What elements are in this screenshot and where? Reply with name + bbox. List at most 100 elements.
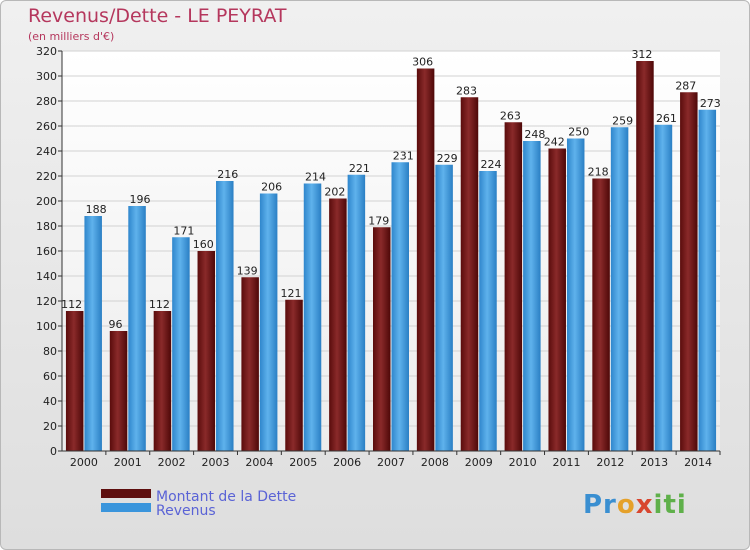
x-tick-label: 2005	[289, 456, 317, 469]
legend-label-revenus: Revenus	[156, 503, 216, 519]
y-tick-label: 200	[36, 195, 57, 208]
bar-dette	[680, 92, 698, 451]
bar-revenus	[347, 174, 366, 451]
x-tick-label: 2011	[552, 456, 580, 469]
bar-dette	[373, 227, 391, 451]
y-tick-label: 300	[36, 70, 57, 83]
y-tick-label: 80	[43, 345, 57, 358]
bar-revenus	[698, 109, 717, 451]
bar-revenus	[523, 141, 541, 451]
data-label: 139	[237, 264, 258, 277]
y-tick-label: 100	[36, 320, 57, 333]
bar-dette	[504, 122, 523, 451]
y-tick-label: 140	[36, 270, 57, 283]
data-label: 188	[86, 203, 107, 216]
data-label: 112	[61, 298, 82, 311]
x-tick-label: 2006	[333, 456, 361, 469]
y-tick-label: 60	[43, 370, 57, 383]
data-label: 202	[324, 186, 345, 199]
data-label: 287	[675, 79, 696, 92]
bar-dette	[592, 178, 610, 451]
data-label: 231	[393, 149, 414, 162]
data-label: 312	[631, 48, 652, 61]
legend-swatch-dette	[101, 489, 151, 498]
x-tick-label: 2000	[70, 456, 98, 469]
data-label: 206	[261, 181, 282, 194]
x-tick-label: 2009	[465, 456, 493, 469]
data-label: 196	[130, 193, 151, 206]
data-label: 179	[368, 214, 389, 227]
x-tick-label: 2013	[640, 456, 668, 469]
bar-dette	[197, 251, 216, 451]
y-tick-label: 280	[36, 95, 57, 108]
bar-dette	[153, 311, 172, 451]
bar-dette	[285, 299, 303, 451]
bar-revenus	[303, 183, 322, 451]
data-label: 171	[173, 224, 194, 237]
data-label: 242	[544, 136, 565, 149]
x-tick-label: 2003	[202, 456, 230, 469]
bar-revenus	[216, 181, 234, 451]
x-tick-label: 2004	[245, 456, 273, 469]
bar-revenus	[391, 162, 409, 451]
data-label: 259	[612, 114, 633, 127]
bar-dette	[65, 311, 84, 451]
y-tick-label: 160	[36, 245, 57, 258]
x-tick-label: 2010	[509, 456, 537, 469]
x-tick-label: 2014	[684, 456, 712, 469]
bar-revenus	[172, 237, 190, 451]
y-tick-label: 40	[43, 395, 57, 408]
axes: 0 20 40 60 80 100 120 140 160 180 200 220 240 260 280 3…	[36, 45, 721, 469]
legend-swatch-revenus	[101, 503, 151, 512]
y-tick-label: 320	[36, 45, 57, 58]
data-label: 216	[217, 168, 238, 181]
x-tick-label: 2012	[596, 456, 624, 469]
data-label: 112	[149, 298, 170, 311]
bar-dette	[460, 97, 479, 451]
data-label: 263	[500, 109, 521, 122]
proxiti-logo: Proxiti	[583, 490, 687, 520]
x-tick-label: 2008	[421, 456, 449, 469]
y-tick-label: 20	[43, 420, 57, 433]
bar-revenus	[654, 124, 673, 451]
data-label: 221	[349, 162, 370, 175]
data-label: 214	[305, 171, 326, 184]
legend-label-dette: Montant de la Dette	[156, 489, 296, 505]
y-tick-label: 260	[36, 120, 57, 133]
chart-title: Revenus/Dette - LE PEYRAT	[28, 5, 287, 27]
bar-dette	[241, 277, 259, 451]
bar-revenus	[566, 138, 585, 451]
data-label: 283	[456, 84, 477, 97]
bar-dette	[109, 331, 128, 451]
y-tick-label: 220	[36, 170, 57, 183]
bar-dette	[416, 68, 435, 451]
y-tick-label: 0	[50, 445, 57, 458]
data-label: 224	[480, 158, 501, 171]
bar-revenus	[479, 171, 497, 451]
bar-dette	[548, 148, 566, 451]
x-tick-label: 2002	[158, 456, 186, 469]
grid-lines	[62, 50, 720, 452]
data-label: 306	[412, 56, 433, 69]
bar-revenus	[259, 193, 278, 451]
bar-revenus	[128, 206, 146, 451]
y-tick-label: 180	[36, 220, 57, 233]
data-label: 273	[700, 97, 721, 110]
data-label: 248	[524, 128, 545, 141]
data-label: 218	[588, 166, 609, 179]
bar-dette	[329, 198, 347, 451]
chart-subtitle: (en milliers d'€)	[28, 30, 115, 43]
data-label: 121	[281, 287, 302, 300]
x-tick-label: 2001	[114, 456, 142, 469]
data-label: 250	[568, 126, 589, 139]
data-label: 229	[437, 152, 458, 165]
bar-dette	[636, 61, 654, 451]
x-tick-label: 2007	[377, 456, 405, 469]
data-label: 96	[109, 318, 123, 331]
bar-revenus	[84, 216, 102, 451]
data-label: 160	[193, 238, 214, 251]
